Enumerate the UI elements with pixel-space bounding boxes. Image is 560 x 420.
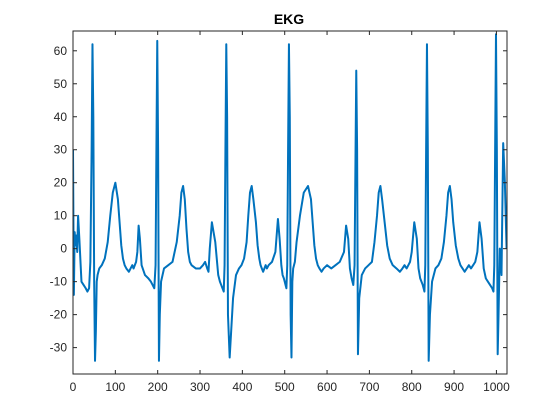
x-tick-label: 600 <box>317 380 337 394</box>
ekg-series-line <box>73 33 507 362</box>
x-tick-label: 700 <box>359 380 379 394</box>
x-tick-label: 100 <box>105 380 125 394</box>
x-tick-label: 0 <box>70 380 77 394</box>
ticks-layer: 0 100 200 300 400 500 600 700 800 900 1000-30-20-1… <box>50 31 510 394</box>
x-tick-label: 900 <box>444 380 464 394</box>
x-tick-label: 500 <box>275 380 295 394</box>
x-tick-label: 1000 <box>483 380 510 394</box>
x-tick-label: 800 <box>402 380 422 394</box>
y-tick-label: -10 <box>50 275 68 289</box>
y-tick-label: 20 <box>54 176 68 190</box>
y-tick-label: -30 <box>50 341 68 355</box>
series-layer <box>73 33 507 362</box>
y-tick-label: 50 <box>54 77 68 91</box>
x-tick-label: 400 <box>232 380 252 394</box>
x-tick-label: 200 <box>148 380 168 394</box>
y-tick-label: 60 <box>54 44 68 58</box>
y-tick-label: 30 <box>54 143 68 157</box>
y-tick-label: -20 <box>50 308 68 322</box>
chart-title: EKG <box>274 11 304 27</box>
axes-box <box>72 30 508 375</box>
x-tick-label: 300 <box>190 380 210 394</box>
y-tick-label: 40 <box>54 110 68 124</box>
y-tick-label: 0 <box>60 242 67 256</box>
y-tick-label: 10 <box>54 209 68 223</box>
